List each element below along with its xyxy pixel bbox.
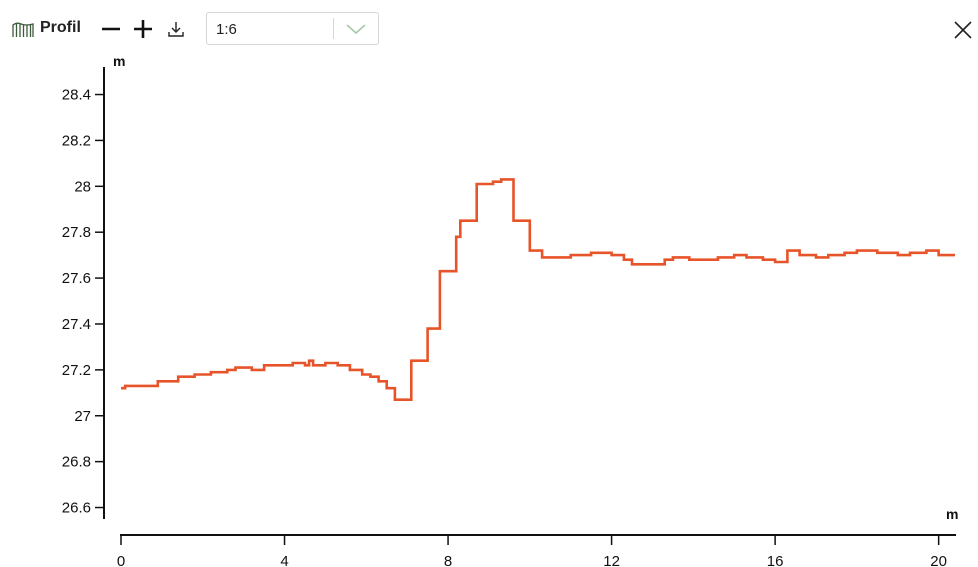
y-tick-label: 28	[74, 178, 91, 195]
y-tick-label: 26.6	[62, 500, 91, 517]
x-tick-label: 12	[603, 553, 620, 567]
x-axis-unit-label: m	[946, 506, 958, 522]
y-tick-label: 27.8	[62, 224, 91, 241]
minus-icon	[102, 27, 120, 31]
x-tick-label: 8	[444, 553, 452, 567]
x-tick-label: 4	[280, 553, 288, 567]
zoom-in-button[interactable]	[133, 14, 153, 44]
download-button[interactable]	[166, 14, 186, 44]
profile-series-line	[121, 178, 955, 401]
y-tick-label: 28.4	[62, 87, 91, 104]
select-divider	[333, 18, 334, 39]
profile-toolbar: Profil 1:6	[0, 0, 978, 60]
scale-select[interactable]: 1:6	[206, 12, 379, 45]
zoom-out-button[interactable]	[101, 14, 121, 44]
plus-icon	[134, 20, 152, 38]
close-icon	[954, 21, 972, 39]
y-tick-label: 27	[74, 408, 91, 425]
panel-title: Profil	[40, 19, 81, 36]
y-axis-unit-label: m	[113, 53, 125, 69]
scale-value: 1:6	[216, 21, 237, 38]
profile-chart-icon	[12, 22, 34, 38]
y-tick-label: 28.2	[62, 132, 91, 149]
close-button[interactable]	[952, 19, 974, 41]
x-tick-label: 0	[117, 553, 125, 567]
download-icon	[168, 22, 184, 37]
x-tick-label: 20	[930, 553, 947, 567]
x-tick-label: 16	[767, 553, 784, 567]
chevron-down-icon[interactable]	[345, 21, 367, 42]
y-tick-label: 27.6	[62, 270, 91, 287]
y-tick-label: 26.8	[62, 454, 91, 471]
y-tick-label: 27.4	[62, 316, 91, 333]
y-tick-label: 27.2	[62, 362, 91, 379]
